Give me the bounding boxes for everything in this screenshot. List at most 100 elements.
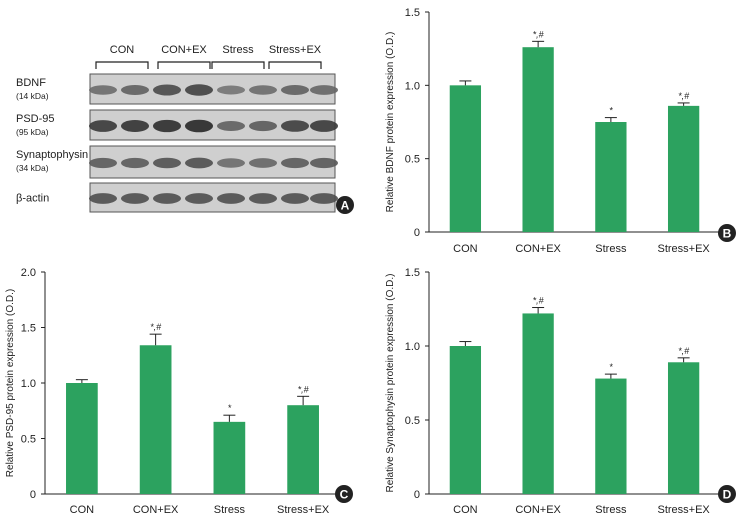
panel-letter: D [723,488,732,502]
significance-mark-stress-ex: *,# [678,346,690,356]
blot-band [310,157,338,169]
band-size-synaptophysin: (34 kDa) [16,163,49,173]
blot-band [121,119,149,133]
bar-con [449,85,482,232]
blot-band [89,193,117,204]
blot-band [217,121,245,131]
y-tick-label: 0.5 [405,154,420,166]
blot-band [89,85,117,95]
synaptophysin-bar-chart: 0 0.5 1.0 1.5 Relative Synaptophysin protein… [385,267,736,516]
significance-mark-con-ex: *,# [533,296,545,306]
panel-letter-badge [718,224,736,242]
blot-band [153,157,181,169]
panel-letter: C [340,488,349,502]
significance-mark-con-ex: *,# [533,29,545,39]
blot-band [249,85,277,95]
blot-band [121,157,149,169]
band-name-psd-95: PSD-95 [16,113,55,125]
y-tick-label: 2.0 [21,267,36,279]
y-tick-label: 1.0 [405,80,420,92]
x-tick-label-stress-ex: Stress+EX [657,504,710,516]
bar-stress [595,378,627,494]
significance-mark-stress: * [609,362,613,372]
blot-band [89,157,117,169]
blot-band [153,84,181,96]
group-bracket [157,61,211,69]
blot-band [217,193,245,204]
blot-band [153,119,181,133]
group-bracket [95,61,149,69]
blot-band [121,193,149,204]
blot-band [153,193,181,204]
blot-band [121,85,149,95]
bar-stress-ex [667,105,700,232]
bar-con-ex [522,47,554,233]
blot-band [310,85,338,95]
y-tick-label: 1.5 [405,7,420,19]
blot-band [249,120,277,132]
significance-mark-con-ex: *,# [150,322,162,332]
x-tick-label-con-ex: CON+EX [515,243,561,255]
blot-band [185,84,213,96]
bdnf-bar-chart: 0 0.5 1.0 1.5 Relative BDNF protein expressi… [385,7,736,255]
blot-band [185,193,213,204]
x-tick-label-stress-ex: Stress+EX [657,243,710,255]
synaptophysin-y-axis-label: Relative Synaptophysin protein expressio… [385,274,396,493]
psd95-y-axis-label: Relative PSD-95 protein expression (O.D.… [5,289,16,477]
blot-band [281,193,309,204]
bdnf-y-axis-label: Relative BDNF protein expression (O.D.) [385,32,396,213]
band-size-psd-95: (95 kDa) [16,127,49,137]
x-tick-label-con: CON [70,504,95,516]
x-tick-label-stress: Stress [595,243,627,255]
blot-band [217,158,245,168]
y-tick-label: 1.0 [21,378,36,390]
bar-con-ex [139,345,172,494]
x-tick-label-stress: Stress [595,504,627,516]
x-tick-label-con-ex: CON+EX [515,504,561,516]
x-tick-label-con: CON [453,243,478,255]
blot-band [89,120,117,132]
band-name-synaptophysin: Synaptophysin [16,149,88,161]
blot-band [281,120,309,132]
bar-con [449,346,482,494]
blot-band [281,157,309,169]
y-tick-label: 0.5 [405,415,420,427]
blot-band [185,119,213,133]
y-tick-label: 0.5 [21,434,36,446]
panel-letter: A [341,199,350,213]
bar-con-ex [522,313,554,494]
x-tick-label-con-ex: CON+EX [133,504,179,516]
panel-letter-badge [335,485,353,503]
band-name-bdnf: BDNF [16,77,46,89]
group-bracket [211,61,265,69]
blot-band [249,193,277,204]
blot-band [310,193,338,204]
y-tick-label: 0 [414,489,420,501]
panel-letter-badge [718,485,736,503]
blot-band [217,85,245,95]
blot-band [310,120,338,132]
blot-band [249,158,277,168]
significance-mark-stress-ex: *,# [678,91,690,101]
bar-con [66,383,98,494]
western-blot-panel: CON CON+EX Stress Stress+EX BDNF (14 kDa) PSD-… [16,44,354,214]
group-label-con: CON [110,44,135,56]
bar-stress-ex [667,362,700,494]
group-bracket [268,61,322,69]
band-name-actin: β-actin [16,193,49,205]
x-tick-label-con: CON [453,504,478,516]
y-tick-label: 0 [30,489,36,501]
y-tick-label: 1.5 [405,267,420,279]
psd95-bar-chart: 0 0.5 1.0 1.5 2.0 Relative PSD-95 protein exp… [5,267,353,516]
significance-mark-stress: * [228,403,232,413]
blot-band [281,85,309,95]
group-label-con-ex: CON+EX [161,44,207,56]
group-label-stress: Stress [222,44,254,56]
bar-stress-ex [287,405,319,494]
y-tick-label: 0 [414,227,420,239]
x-tick-label-stress-ex: Stress+EX [277,504,330,516]
significance-mark-stress: * [609,106,613,116]
panel-letter-badge [336,196,354,214]
bar-stress [213,421,246,494]
